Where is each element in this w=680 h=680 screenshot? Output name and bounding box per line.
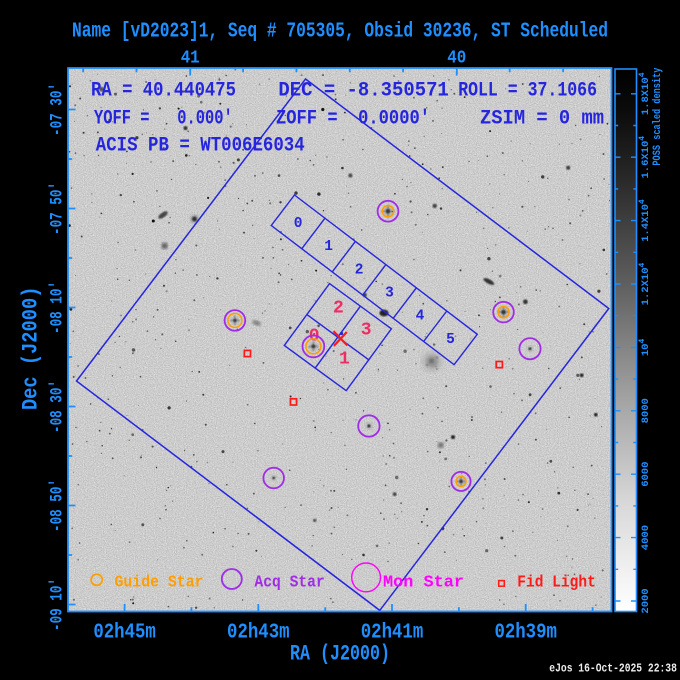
- svg-text:02h39m: 02h39m: [494, 622, 557, 645]
- svg-text:0: 0: [309, 327, 320, 347]
- svg-text:02h41m: 02h41m: [361, 622, 424, 645]
- svg-text:POSS scaled density: POSS scaled density: [652, 67, 664, 165]
- svg-text:Dec (J2000): Dec (J2000): [19, 287, 44, 411]
- svg-text:Guide Star: Guide Star: [115, 574, 204, 593]
- svg-text:ACIS PB = WT006E6034: ACIS PB = WT006E6034: [96, 135, 305, 158]
- svg-text:RA (J2000): RA (J2000): [290, 642, 390, 667]
- svg-text:41: 41: [181, 49, 200, 69]
- svg-text:4: 4: [416, 309, 425, 325]
- svg-text:ZOFF = 0.0000': ZOFF = 0.0000': [276, 108, 430, 131]
- svg-text:-07 50': -07 50': [48, 182, 68, 235]
- svg-text:2: 2: [355, 262, 364, 278]
- svg-text:Acq Star: Acq Star: [254, 574, 324, 593]
- svg-text:-08 30': -08 30': [48, 380, 68, 433]
- svg-text:ZSIM = 0 mm: ZSIM = 0 mm: [480, 108, 604, 131]
- svg-text:1: 1: [324, 239, 333, 255]
- svg-text:1.4X104: 1.4X104: [638, 199, 652, 242]
- svg-text:02h43m: 02h43m: [227, 622, 290, 645]
- svg-text:DEC = -8.350571: DEC = -8.350571: [278, 80, 448, 103]
- svg-text:1.8X104: 1.8X104: [638, 72, 652, 115]
- svg-text:4000: 4000: [640, 525, 652, 550]
- svg-text:6000: 6000: [640, 462, 652, 487]
- svg-text:8000: 8000: [640, 398, 652, 423]
- svg-text:-07 30': -07 30': [48, 83, 68, 136]
- svg-text:3: 3: [361, 321, 372, 341]
- svg-text:3: 3: [385, 286, 394, 302]
- svg-text:eJos 16-Oct-2025 22:38: eJos 16-Oct-2025 22:38: [549, 662, 677, 676]
- svg-text:2000: 2000: [640, 588, 652, 613]
- svg-text:-08 50': -08 50': [48, 479, 68, 532]
- svg-text:ROLL = 37.1066: ROLL = 37.1066: [458, 80, 597, 103]
- svg-text:-08 10': -08 10': [48, 281, 68, 334]
- svg-text:0: 0: [294, 216, 303, 232]
- svg-text:1.2X104: 1.2X104: [638, 263, 652, 306]
- svg-text:YOFF = 0.000': YOFF = 0.000': [94, 108, 233, 131]
- svg-text:Name [vD2023]1, Seq # 705305,: Name [vD2023]1, Seq # 705305, Obsid 3023…: [72, 21, 608, 44]
- svg-text:5: 5: [446, 332, 455, 348]
- svg-text:40: 40: [447, 49, 466, 69]
- svg-text:1: 1: [339, 350, 350, 370]
- svg-text:2: 2: [333, 299, 344, 319]
- svg-text:Fid Light: Fid Light: [517, 574, 596, 593]
- svg-text:RA = 40.440475: RA = 40.440475: [91, 80, 236, 103]
- svg-text:1.6X104: 1.6X104: [638, 136, 652, 179]
- svg-text:-09 10': -09 10': [48, 578, 68, 631]
- svg-text:02h45m: 02h45m: [93, 622, 156, 645]
- svg-text:Mon Star: Mon Star: [383, 574, 464, 593]
